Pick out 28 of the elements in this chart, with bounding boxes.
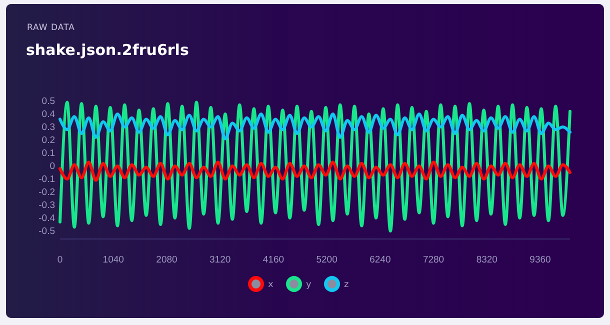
x-tick-label: 7280	[422, 254, 444, 266]
y-tick-label: 0.4	[42, 109, 55, 120]
x-tick-label: 9360	[530, 254, 551, 266]
x-tick-label: 3120	[210, 254, 231, 266]
x-tick-label: 0	[57, 254, 63, 266]
line-series	[58, 112, 572, 140]
y-tick-label: 0	[50, 161, 55, 172]
x-tick-label: 4160	[262, 254, 284, 266]
y-tick-label: -0.4	[38, 213, 55, 224]
x-tick-label: 2080	[156, 254, 178, 266]
y-tick-label: 0.2	[42, 135, 55, 146]
y-tick-label: 0.5	[42, 96, 55, 108]
chart-title: shake.json.2fru6rls	[26, 41, 189, 59]
line-series	[58, 160, 572, 182]
legend-label: z	[344, 280, 349, 290]
legend-label: y	[306, 280, 312, 290]
y-tick-label: -0.1	[38, 174, 55, 186]
y-tick-label: 0.3	[42, 122, 55, 134]
y-tick-label: -0.3	[38, 200, 55, 212]
x-tick-label: 1040	[102, 254, 124, 266]
y-tick-label: -0.2	[38, 187, 55, 198]
y-tick-label: 0.1	[42, 148, 55, 160]
legend-label: x	[268, 280, 274, 290]
chart-subtitle: RAW DATA	[27, 23, 75, 33]
x-tick-label: 8320	[476, 254, 498, 266]
y-tick-label: -0.5	[38, 226, 55, 238]
x-tick-label: 5200	[316, 254, 338, 266]
x-tick-label: 6240	[370, 254, 391, 266]
